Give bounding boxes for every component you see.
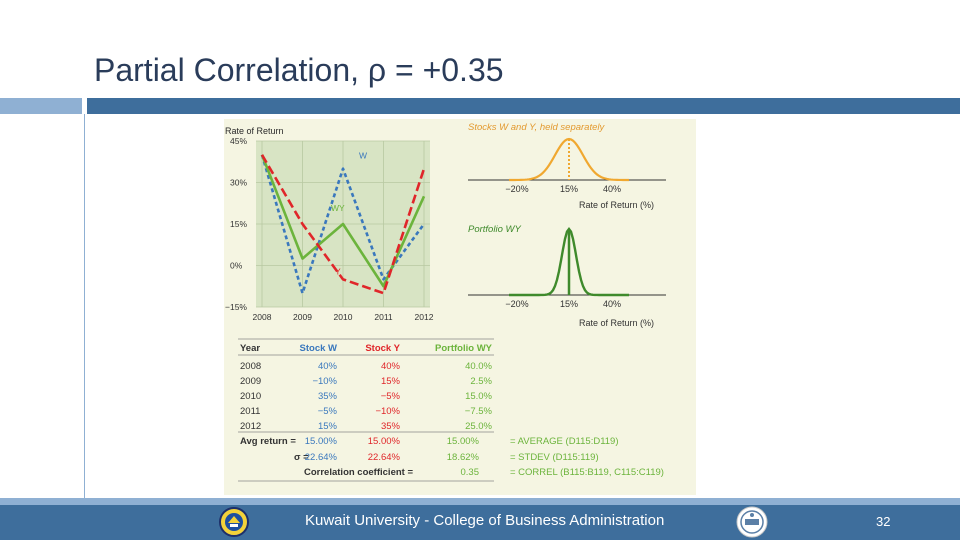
table-cell: 40% xyxy=(381,361,401,372)
summary-formula: = CORREL (B115:B119, C115:C119) xyxy=(510,467,664,478)
table-cell: 2011 xyxy=(240,406,260,417)
distribution-x-tick: −20% xyxy=(505,299,528,309)
line-chart-ylabel: Rate of Return xyxy=(225,126,284,136)
returns-table: Year Stock W Stock Y Portfolio WY 2008 40% 40%… xyxy=(238,338,664,482)
summary-label: σ = xyxy=(294,452,309,463)
series-line-wy xyxy=(260,154,426,288)
footer-bar xyxy=(0,505,960,540)
table-cell: 2012 xyxy=(240,421,261,432)
left-vertical-rule xyxy=(84,114,85,504)
table-cell: 35% xyxy=(381,421,401,432)
distribution-2: −20% 15% 40% xyxy=(468,227,666,309)
series-label-y: Y xyxy=(335,266,341,276)
line-chart-y-ticks: 45% 30% 15% 0% −15% xyxy=(225,136,247,312)
title-rule-left xyxy=(0,98,82,114)
table-cell: −10% xyxy=(312,376,337,387)
y-tick-label: −15% xyxy=(225,302,247,312)
series-line-y xyxy=(260,154,426,295)
summary-formula: = STDEV (D115:119) xyxy=(510,452,599,463)
y-tick-label: 0% xyxy=(230,261,243,271)
summary-value-wy: 18.62% xyxy=(447,452,480,463)
table-header-cell: Year xyxy=(240,343,260,354)
aacsb-accreditation-logo-icon xyxy=(736,506,768,543)
table-cell: 40% xyxy=(318,361,338,372)
x-tick-label: 2008 xyxy=(253,312,272,322)
series-label-w: W xyxy=(359,151,367,161)
table-cell: 15.0% xyxy=(465,391,492,402)
table-cell: 40.0% xyxy=(465,361,492,372)
x-tick-label: 2010 xyxy=(334,312,353,322)
line-chart-series xyxy=(260,154,426,295)
series-line-w xyxy=(260,154,426,295)
footer-text: Kuwait University - College of Business … xyxy=(305,512,665,529)
table-cell: 2.5% xyxy=(470,376,492,387)
summary-value-w: 15.00% xyxy=(305,436,338,447)
table-cell: 15% xyxy=(381,376,401,387)
x-tick-label: 2012 xyxy=(415,312,434,322)
distribution-1: −20% 15% 40% xyxy=(468,137,666,194)
x-tick-label: 2009 xyxy=(293,312,312,322)
series-label-wy: WY xyxy=(331,203,345,213)
distribution-1-xlabel: Rate of Return (%) xyxy=(579,200,654,210)
distribution-x-tick: 40% xyxy=(603,184,621,194)
table-cell: 15% xyxy=(318,421,338,432)
summary-label: Correlation coefficient = xyxy=(304,467,413,478)
line-chart-series-labels: W WY Y xyxy=(331,151,367,277)
line-chart-x-ticks: 2008 2009 2010 2011 2012 xyxy=(253,312,434,322)
y-tick-label: 45% xyxy=(230,136,247,146)
distribution-1-title: Stocks W and Y, held separately xyxy=(468,122,605,133)
figure-svg: Rate of Return 45%30%15%0%−15% 2008 2009 2… xyxy=(225,122,666,482)
distribution-x-tick: 40% xyxy=(603,299,621,309)
table-cell: −7.5% xyxy=(465,406,493,417)
distribution-x-tick: 15% xyxy=(560,184,578,194)
table-cell: 35% xyxy=(318,391,338,402)
kuwait-university-logo-icon xyxy=(219,507,249,542)
summary-value-wy: 0.35 xyxy=(461,467,480,478)
table-cell: −5% xyxy=(381,391,401,402)
footer-accent-line xyxy=(0,498,960,505)
summary-label: Avg return = xyxy=(240,436,296,447)
table-cell: 25.0% xyxy=(465,421,492,432)
table-header-cell: Portfolio WY xyxy=(435,343,493,354)
distribution-x-tick: −20% xyxy=(505,184,528,194)
table-cell: −5% xyxy=(318,406,338,417)
summary-value-wy: 15.00% xyxy=(447,436,480,447)
table-header-cell: Stock Y xyxy=(365,343,400,354)
title-rule-right xyxy=(87,98,960,114)
table-cell: 2010 xyxy=(240,391,261,402)
summary-value-w: 22.64% xyxy=(305,452,338,463)
table-cell: 2008 xyxy=(240,361,261,372)
x-tick-label: 2011 xyxy=(374,312,393,322)
table-cell: −10% xyxy=(375,406,400,417)
table-header-cell: Stock W xyxy=(300,343,338,354)
summary-value-y: 15.00% xyxy=(368,436,401,447)
textbook-figure: Rate of Return 45% 30% 15% 0% −15% 2008 2009 2… xyxy=(224,119,696,495)
y-tick-label: 15% xyxy=(230,219,247,229)
distribution-2-xlabel: Rate of Return (%) xyxy=(579,318,654,328)
summary-value-y: 22.64% xyxy=(368,452,401,463)
slide-title: Partial Correlation, ρ = +0.35 xyxy=(94,52,504,88)
distribution-2-title: Portfolio WY xyxy=(468,224,521,235)
y-tick-label: 30% xyxy=(230,178,247,188)
table-cell: 2009 xyxy=(240,376,261,387)
distribution-x-tick: 15% xyxy=(560,299,578,309)
summary-formula: = AVERAGE (D115:D119) xyxy=(510,436,619,447)
page-number: 32 xyxy=(876,514,891,529)
